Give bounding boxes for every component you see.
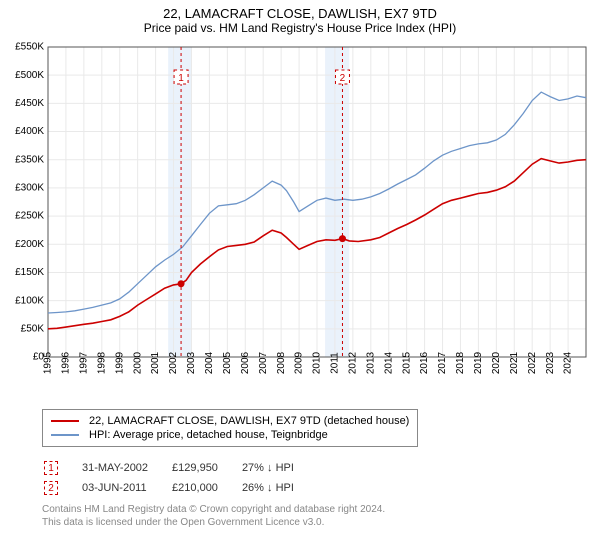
x-axis-label: 2017 xyxy=(437,351,448,374)
x-axis-label: 2007 xyxy=(258,351,269,374)
legend-label: 22, LAMACRAFT CLOSE, DAWLISH, EX7 9TD (d… xyxy=(89,415,409,427)
y-axis-label: £350K xyxy=(15,154,44,165)
attribution: Contains HM Land Registry data © Crown c… xyxy=(42,503,592,529)
sale-price: £210,000 xyxy=(172,479,240,497)
x-axis-label: 2024 xyxy=(563,351,574,374)
sale-marker-dot xyxy=(339,235,346,242)
x-axis-label: 2006 xyxy=(240,351,251,374)
sale-date: 31-MAY-2002 xyxy=(82,459,170,477)
x-axis-label: 2010 xyxy=(312,351,323,374)
legend-swatch xyxy=(51,434,79,436)
x-axis-label: 2023 xyxy=(545,351,556,374)
x-axis-label: 1997 xyxy=(79,351,90,374)
legend-item: 22, LAMACRAFT CLOSE, DAWLISH, EX7 9TD (d… xyxy=(51,414,409,428)
sale-delta: 26% ↓ HPI xyxy=(242,479,316,497)
x-axis-label: 2009 xyxy=(294,351,305,374)
x-axis-label: 2019 xyxy=(473,351,484,374)
x-axis-label: 2013 xyxy=(365,351,376,374)
x-axis-label: 2004 xyxy=(204,351,215,374)
legend-swatch xyxy=(51,420,79,422)
y-axis-label: £50K xyxy=(21,323,45,334)
price-chart: £0£50K£100K£150K£200K£250K£300K£350K£400… xyxy=(8,41,592,401)
x-axis-label: 2014 xyxy=(383,351,394,374)
sale-date: 03-JUN-2011 xyxy=(82,479,170,497)
x-axis-label: 2020 xyxy=(491,351,502,374)
x-axis-label: 1996 xyxy=(61,351,72,374)
page-subtitle: Price paid vs. HM Land Registry's House … xyxy=(8,21,592,35)
y-axis-label: £200K xyxy=(15,239,44,250)
y-axis-label: £100K xyxy=(15,295,44,306)
legend: 22, LAMACRAFT CLOSE, DAWLISH, EX7 9TD (d… xyxy=(42,409,418,447)
sale-marker-dot xyxy=(178,280,185,287)
x-axis-label: 2003 xyxy=(186,351,197,374)
attribution-line: Contains HM Land Registry data © Crown c… xyxy=(42,503,592,516)
x-axis-label: 2001 xyxy=(150,351,161,374)
chart-svg: £0£50K£100K£150K£200K£250K£300K£350K£400… xyxy=(8,41,592,401)
y-axis-label: £400K xyxy=(15,126,44,137)
y-axis-label: £250K xyxy=(15,211,44,222)
x-axis-label: 2015 xyxy=(401,351,412,374)
y-axis-label: £150K xyxy=(15,267,44,278)
sales-table: 1 31-MAY-2002£129,95027% ↓ HPI 2 03-JUN-201… xyxy=(42,457,318,499)
x-axis-label: 2022 xyxy=(527,351,538,374)
page-title: 22, LAMACRAFT CLOSE, DAWLISH, EX7 9TD xyxy=(8,6,592,21)
x-axis-label: 2005 xyxy=(222,351,233,374)
x-axis-label: 2012 xyxy=(348,351,359,374)
sale-delta: 27% ↓ HPI xyxy=(242,459,316,477)
sale-badge: 1 xyxy=(44,461,58,475)
y-axis-label: £550K xyxy=(15,42,44,53)
legend-item: HPI: Average price, detached house, Teig… xyxy=(51,428,409,442)
sale-marker-number: 2 xyxy=(340,73,346,84)
sale-price: £129,950 xyxy=(172,459,240,477)
sale-marker-number: 1 xyxy=(178,73,184,84)
x-axis-label: 2018 xyxy=(455,351,466,374)
x-axis-label: 2002 xyxy=(168,351,179,374)
x-axis-label: 1998 xyxy=(96,351,107,374)
x-axis-label: 2011 xyxy=(330,352,341,374)
x-axis-label: 2016 xyxy=(419,351,430,374)
legend-label: HPI: Average price, detached house, Teig… xyxy=(89,429,328,441)
x-axis-label: 2000 xyxy=(132,351,143,374)
attribution-line: This data is licensed under the Open Gov… xyxy=(42,516,592,529)
x-axis-label: 1999 xyxy=(114,351,125,374)
y-axis-label: £300K xyxy=(15,183,44,194)
x-axis-label: 2021 xyxy=(509,351,520,374)
sale-row: 2 03-JUN-2011£210,00026% ↓ HPI xyxy=(44,479,316,497)
sale-row: 1 31-MAY-2002£129,95027% ↓ HPI xyxy=(44,459,316,477)
y-axis-label: £450K xyxy=(15,98,44,109)
x-axis-label: 1995 xyxy=(43,351,54,374)
x-axis-label: 2008 xyxy=(276,351,287,374)
sale-badge: 2 xyxy=(44,481,58,495)
y-axis-label: £500K xyxy=(15,70,44,81)
